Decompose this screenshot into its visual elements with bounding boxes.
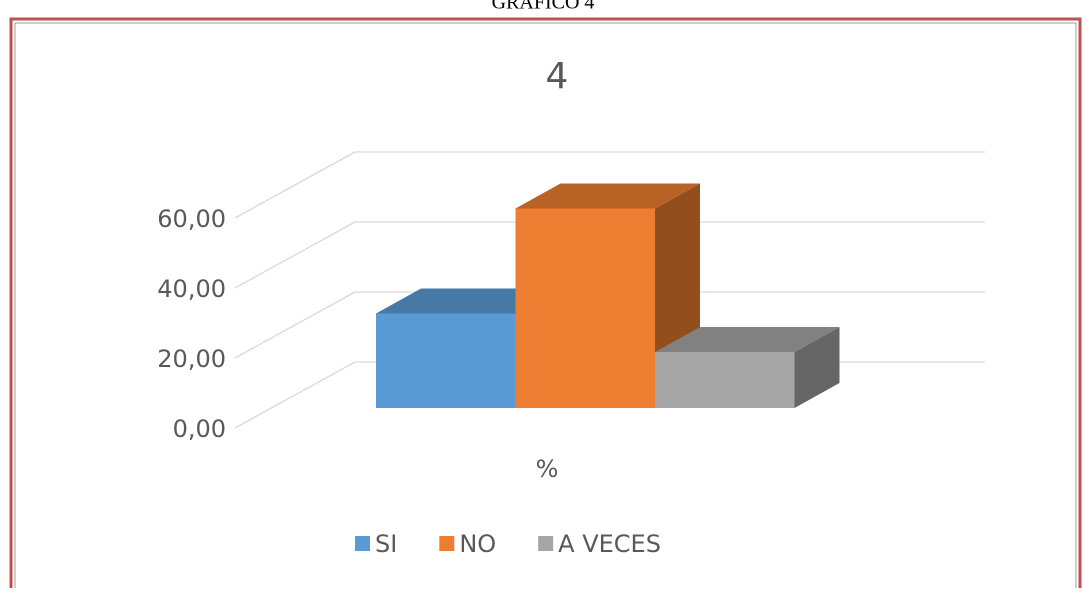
y-tick-label: 40,00 bbox=[157, 275, 226, 303]
chart-inner-border bbox=[14, 22, 1077, 592]
grid-line-depth bbox=[234, 221, 356, 289]
grid-line-depth bbox=[234, 291, 356, 359]
bar-front bbox=[655, 352, 795, 408]
bar-front bbox=[515, 208, 655, 408]
bar-top bbox=[655, 327, 840, 352]
chart-border bbox=[9, 17, 1082, 592]
bar-front bbox=[376, 313, 516, 408]
grid-line-depth bbox=[234, 361, 356, 429]
legend-label: NO bbox=[459, 530, 496, 558]
legend-swatch bbox=[538, 536, 554, 551]
legend-swatch bbox=[355, 536, 370, 551]
legend-label: A VECES bbox=[558, 530, 661, 558]
y-tick-label: 0,00 bbox=[173, 415, 226, 443]
bar-top bbox=[515, 183, 700, 209]
grid-line-depth bbox=[234, 151, 356, 219]
chart-title: 4 bbox=[546, 56, 569, 97]
y-tick-label: 60,00 bbox=[157, 205, 226, 233]
bar-side bbox=[794, 327, 840, 408]
bar bbox=[655, 327, 840, 408]
legend-swatch bbox=[439, 536, 455, 551]
y-tick-label: 20,00 bbox=[157, 345, 226, 373]
bar-top bbox=[376, 288, 561, 314]
x-tick-label: % bbox=[536, 455, 559, 483]
legend-label: SI bbox=[375, 530, 397, 558]
caption: GRÁFICO 4 bbox=[492, 0, 595, 14]
